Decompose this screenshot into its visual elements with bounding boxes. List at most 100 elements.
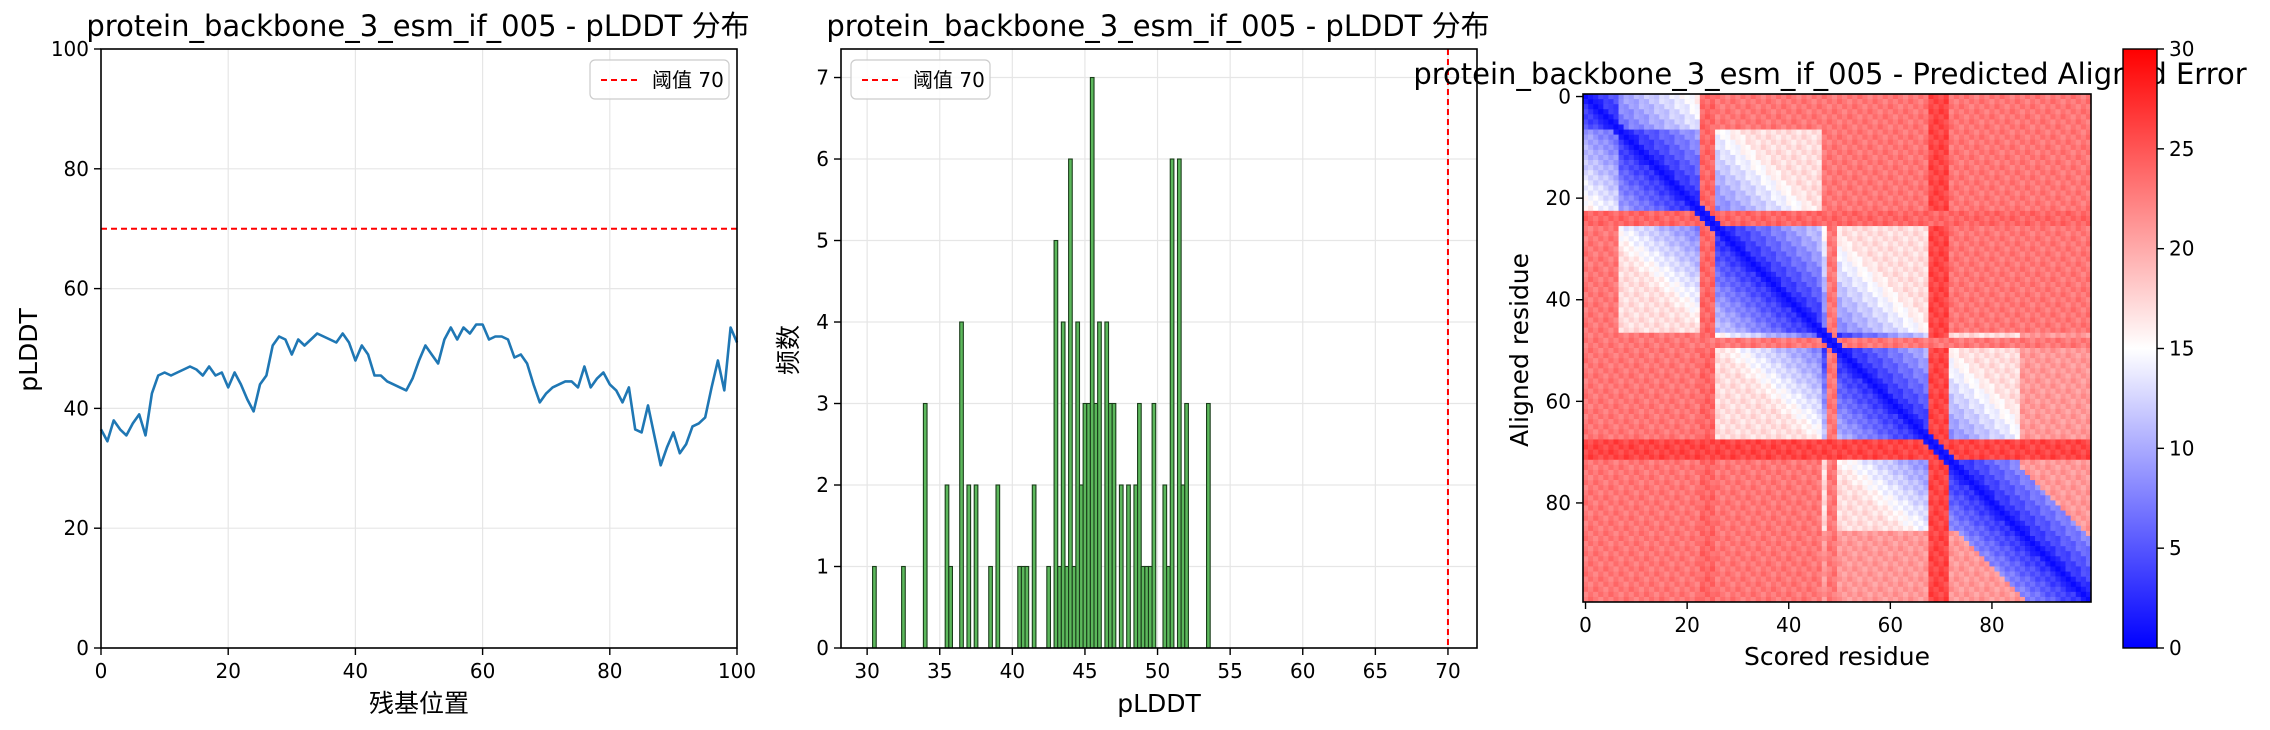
pae-cell [2075, 327, 2082, 334]
pae-cell [1745, 149, 1751, 156]
pae-cell [1933, 129, 1939, 135]
pae-cell [1994, 292, 2000, 298]
pae-cell [1730, 307, 1736, 313]
pae-cell [2085, 256, 2092, 262]
pae-cell [1892, 292, 1899, 298]
pae-cell [1593, 109, 1599, 115]
pae-cell [1984, 114, 1990, 120]
pae-cell [1953, 215, 1960, 222]
pae-cell [2004, 281, 2011, 288]
pae-cell [1583, 165, 1589, 171]
pae-cell [1750, 200, 1757, 207]
pae-cell [1837, 261, 1843, 268]
pae-cell [1974, 124, 1980, 130]
pae-cell [1887, 322, 1894, 328]
pae-cell [2030, 297, 2036, 303]
pae-cell [1826, 327, 1833, 334]
pae-cell [1638, 185, 1645, 191]
pae-cell [1811, 322, 1817, 328]
pae-cell [2055, 266, 2061, 273]
pae-cell [1928, 312, 1934, 318]
pae-cell [1618, 236, 1624, 242]
pae-cell [1913, 261, 1919, 268]
pae-cell [2004, 261, 2011, 268]
pae-cell [1710, 312, 1716, 318]
pae-cell [1760, 160, 1767, 166]
pae-cell [1872, 195, 1878, 201]
pae-cell [1633, 119, 1640, 125]
pae-cell [1755, 246, 1762, 252]
pae-cell [1588, 180, 1594, 186]
pae-cell [2050, 332, 2056, 339]
pae-cell [2004, 144, 2011, 151]
histogram-bar [988, 565, 993, 649]
pae-cell [1669, 185, 1675, 191]
pae-cell [1892, 124, 1899, 130]
pae-cell [1608, 160, 1614, 166]
pae-cell [2004, 210, 2011, 217]
pae-cell [1781, 281, 1787, 288]
pae-cell [1745, 327, 1751, 334]
pae-cell [1735, 109, 1741, 115]
pae-cell [1908, 109, 1914, 115]
legend-box [589, 59, 730, 100]
pae-cell [1821, 276, 1828, 283]
pae-cell [1689, 317, 1696, 323]
pae-cell [1948, 271, 1955, 278]
pae-cell [1796, 246, 1802, 252]
pae-cell [1740, 332, 1746, 339]
pae-cell [2014, 180, 2021, 186]
pae-cell [1598, 266, 1604, 273]
pae-cell [2009, 287, 2016, 293]
pae-cell [1720, 124, 1726, 130]
pae-cell [1765, 129, 1772, 135]
pae-cell [1826, 302, 1833, 308]
pae-cell [2065, 261, 2071, 268]
pae-cell [1699, 200, 1706, 207]
pae-cell [1593, 271, 1599, 278]
pae-cell [1613, 129, 1619, 135]
pae-cell [1654, 149, 1660, 156]
pae-cell [2070, 170, 2077, 176]
pae-cell [1750, 236, 1757, 242]
pae-cell [1628, 312, 1635, 318]
pae-cell [2045, 312, 2051, 318]
pae-cell [1643, 165, 1650, 171]
pae-cell [1979, 144, 1985, 151]
pae-cell [1923, 231, 1929, 237]
pae-cell [1999, 210, 2005, 217]
pae-cell [1857, 287, 1863, 293]
pae-cell [2070, 205, 2077, 212]
pae-cell [1786, 154, 1792, 161]
pae-cell [1913, 195, 1919, 201]
pae-cell [1598, 119, 1604, 125]
pae-cell [1750, 99, 1757, 105]
pae-cell [1725, 251, 1731, 257]
pae-cell [1710, 276, 1716, 283]
pae-cell [1628, 246, 1635, 252]
pae-cell [1979, 134, 1985, 141]
pae-cell [1588, 276, 1594, 283]
pae-cell [1633, 195, 1640, 201]
pae-cell [1694, 246, 1701, 252]
pae-cell [1618, 281, 1624, 288]
pae-cell [1897, 317, 1904, 323]
pae-cell [1852, 317, 1858, 323]
pae-cell [2070, 139, 2077, 146]
pae-cell [1613, 175, 1619, 181]
pae-cell [1710, 256, 1716, 262]
pae-cell [1903, 307, 1909, 313]
pae-cell [1699, 109, 1706, 115]
pae-cell [1750, 165, 1757, 171]
pae-cell [1583, 119, 1589, 125]
pae-cell [1913, 139, 1919, 146]
pae-cell [1938, 149, 1944, 156]
pae-cell [1857, 185, 1863, 191]
pae-cell [1872, 256, 1878, 262]
pae-cell [1979, 292, 1985, 298]
pae-cell [1923, 241, 1929, 247]
pae-cell [1659, 332, 1665, 339]
pae-cell [2040, 119, 2046, 125]
pae-cell [1816, 231, 1823, 237]
pae-cell [1908, 226, 1914, 232]
